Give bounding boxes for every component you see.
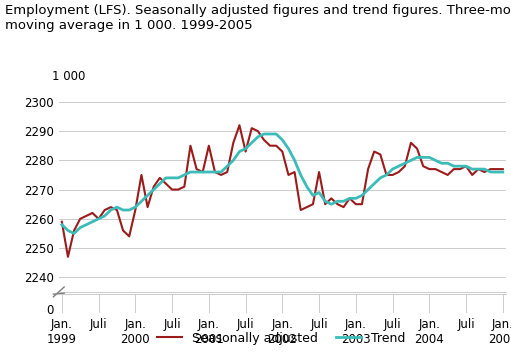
Text: 1 000: 1 000 [52,70,85,83]
Text: Employment (LFS). Seasonally adjusted figures and trend figures. Three-month
mov: Employment (LFS). Seasonally adjusted fi… [5,4,511,32]
Legend: Seasonally adjusted, Trend: Seasonally adjusted, Trend [152,327,410,350]
